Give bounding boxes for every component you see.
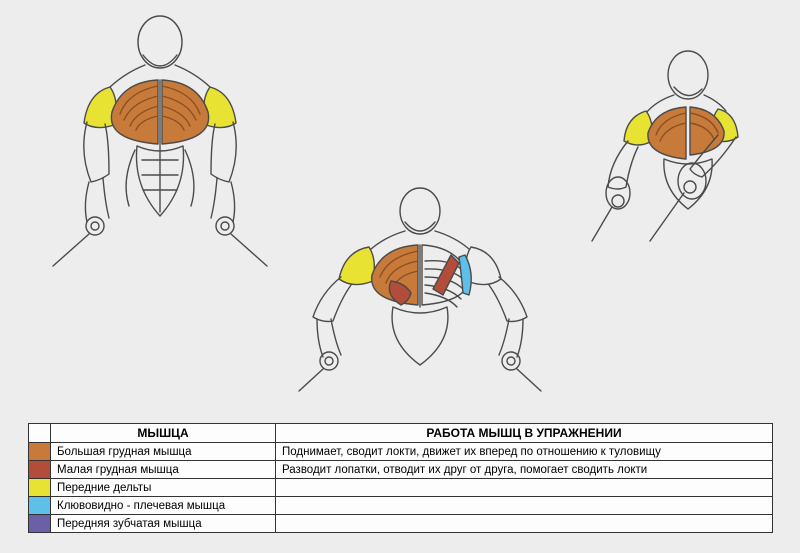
muscle-desc bbox=[276, 497, 773, 515]
muscle-desc bbox=[276, 479, 773, 497]
muscle-name: Малая грудная мышца bbox=[51, 461, 276, 479]
muscle-desc: Разводит лопатки, отводит их друг от дру… bbox=[276, 461, 773, 479]
table-row: Передняя зубчатая мышца bbox=[29, 515, 773, 533]
table-row: Малая грудная мышца Разводит лопатки, от… bbox=[29, 461, 773, 479]
header-muscle: МЫШЦА bbox=[51, 424, 276, 443]
swatch bbox=[29, 443, 50, 460]
table-row: Клювовидно - плечевая мышца bbox=[29, 497, 773, 515]
table-row: Большая грудная мышца Поднимает, сводит … bbox=[29, 443, 773, 461]
table-row: Передние дельты bbox=[29, 479, 773, 497]
muscle-name: Большая грудная мышца bbox=[51, 443, 276, 461]
muscle-desc: Поднимает, сводит локти, движет их впере… bbox=[276, 443, 773, 461]
swatch bbox=[29, 461, 50, 478]
muscle-name: Передние дельты bbox=[51, 479, 276, 497]
swatch bbox=[29, 479, 50, 496]
muscle-desc bbox=[276, 515, 773, 533]
swatch bbox=[29, 515, 50, 532]
muscle-name: Передняя зубчатая мышца bbox=[51, 515, 276, 533]
muscle-legend-table: МЫШЦА РАБОТА МЫШЦ В УПРАЖНЕНИИ Большая г… bbox=[28, 423, 773, 533]
swatch bbox=[29, 497, 50, 514]
figure-side-arms-forward bbox=[590, 45, 770, 250]
figure-front-arms-down bbox=[45, 10, 275, 275]
header-work: РАБОТА МЫШЦ В УПРАЖНЕНИИ bbox=[276, 424, 773, 443]
exercise-illustrations bbox=[0, 0, 800, 405]
figure-front-arms-spread bbox=[295, 185, 545, 400]
muscle-rows: Большая грудная мышца Поднимает, сводит … bbox=[29, 443, 773, 533]
header-swatch bbox=[29, 424, 51, 443]
muscle-name: Клювовидно - плечевая мышца bbox=[51, 497, 276, 515]
